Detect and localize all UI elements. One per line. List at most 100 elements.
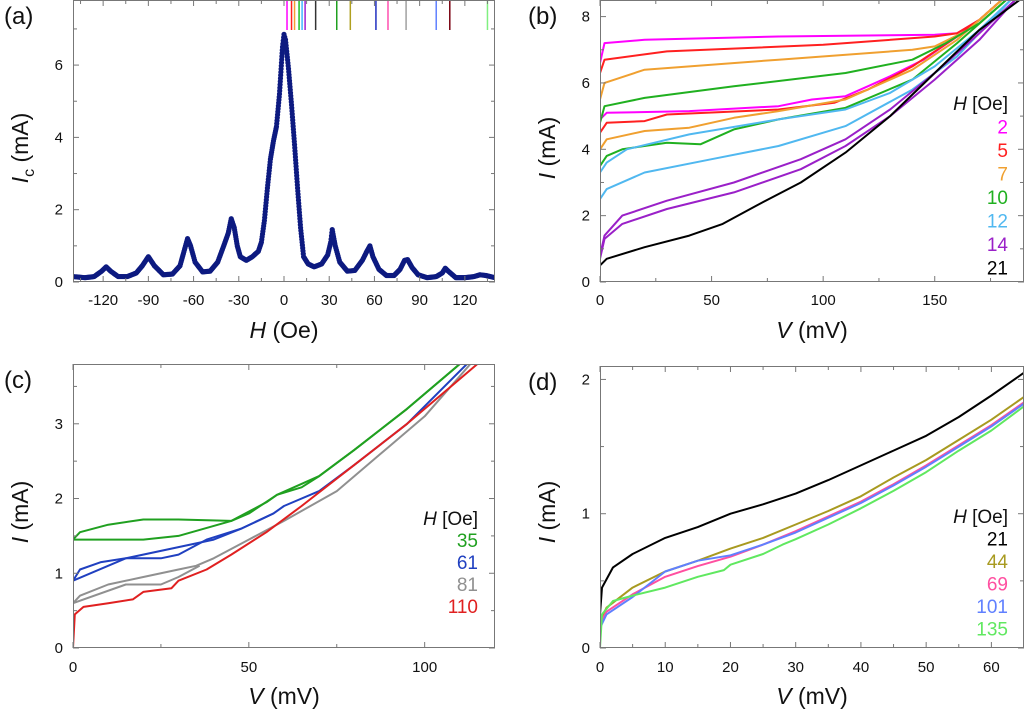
x-tick-label: 40 [853,659,870,676]
legend-entry: 21 [987,530,1008,551]
legend-entry: 10 [987,188,1008,209]
legend-entry: 21 [987,259,1008,280]
legend-entry: 135 [976,620,1008,641]
x-tick-label: 150 [922,292,947,309]
y-tick-label: 1 [582,506,590,523]
x-tick-label: -60 [183,292,205,309]
series-line-35 [73,364,461,541]
series-line-12 [600,0,1012,174]
panel-label-c: (c) [4,367,32,394]
y-tick-label: 0 [55,274,63,291]
y-tick-label: 2 [55,491,63,508]
series-line-135 [600,405,1024,648]
x-tick-label: 0 [596,292,604,309]
legend-entry: 81 [457,575,478,596]
legend-title: H [Oe] [953,507,1008,528]
y-tick-label: 2 [55,202,63,219]
legend-entry: 69 [987,575,1008,596]
series-line-7 [600,0,1003,150]
legend-title: H [Oe] [423,509,478,530]
x-tick-label: 0 [69,659,77,676]
x-tick-label: 50 [918,659,935,676]
y-axis-label: I (mA) [534,117,560,180]
series-line-61 [73,512,274,582]
x-tick-label: 50 [240,659,257,676]
panel-label-d: (d) [528,369,557,396]
panel-a-axes: -120 -90 -60 -30 0 30 60 90 120 0 2 4 6 H (Oe) Ic (mA) [7,0,495,343]
y-tick-label: 6 [55,57,63,74]
x-tick-label: 0 [280,292,288,309]
y-tick-label: 3 [55,416,63,433]
x-tick-label: 90 [411,292,428,309]
panel-d: (d) 0 10 20 30 40 50 60 0 1 2 V (mV) I (mA) H [Oe]21… [528,366,1024,709]
series-line-110 [73,364,479,648]
series-line-35 [73,364,461,541]
legend-title: H [Oe] [953,94,1008,115]
series-line-21 [600,0,1022,267]
legend-entry: 35 [457,531,478,552]
legend-entry: 101 [976,597,1008,618]
y-tick-label: 0 [582,640,590,657]
series-line-44 [600,396,1024,622]
x-axis-label: H (Oe) [249,317,318,343]
y-tick-label: 8 [582,9,590,26]
x-tick-label: 50 [703,292,720,309]
y-tick-label: 6 [582,75,590,92]
x-tick-label: 30 [321,292,338,309]
y-tick-label: 0 [582,274,590,291]
panel-c: (c) 0 50 100 0 1 2 3 V (mV) I (mA) H [Oe]35618111… [4,364,495,709]
legend-entry: 12 [987,212,1008,233]
series-line-10 [600,0,1007,124]
legend-entry: 44 [987,552,1009,573]
x-tick-label: 100 [412,659,437,676]
x-axis-label: V (mV) [776,683,848,709]
x-tick-label: 60 [366,292,383,309]
series-line-81 [73,564,201,605]
data-point [491,274,495,281]
panel-c-marks [73,364,479,648]
panel-a: (a) -120 -90 -60 -30 0 30 60 90 120 0 2 4 6 H (Oe) Ic … [4,0,495,343]
y-tick-label: 4 [582,141,590,158]
panel-b-marks [600,0,1022,267]
plot-frame [73,364,495,648]
x-tick-label: -30 [228,292,250,309]
x-tick-label: -120 [88,292,118,309]
x-tick-label: 60 [983,659,1000,676]
y-tick-label: 1 [55,565,63,582]
series-line-14 [600,0,1016,260]
panel-a-marks [73,0,495,281]
panel-d-marks [600,371,1024,648]
panel-label-b: (b) [528,3,557,30]
y-axis-label: I (mA) [7,481,33,544]
y-tick-label: 4 [55,129,63,146]
y-axis-label: Ic (mA) [7,113,38,184]
x-axis-label: V (mV) [776,317,848,343]
x-tick-label: 120 [452,292,477,309]
x-tick-label: 0 [596,659,604,676]
legend-entry: 14 [987,235,1009,256]
series-line-2 [600,0,1003,64]
series-line-21 [600,371,1024,615]
x-tick-label: 100 [811,292,836,309]
legend-entry: 110 [448,597,478,618]
x-tick-label: 10 [657,659,674,676]
x-tick-label: 20 [722,659,739,676]
x-tick-label: -90 [138,292,160,309]
legend-entry: 5 [997,141,1008,162]
legend-entry: 2 [997,118,1008,139]
x-axis-label: V (mV) [248,683,320,709]
x-tick-label: 30 [787,659,804,676]
y-tick-label: 0 [55,640,63,657]
panel-d-axes: 0 10 20 30 40 50 60 0 1 2 V (mV) I (mA) H [Oe]214469… [534,366,1024,709]
series-line-101 [600,402,1024,629]
legend-entry: 7 [997,165,1008,186]
legend-entry: 61 [457,553,478,574]
panel-label-a: (a) [4,3,33,30]
y-tick-label: 2 [582,208,590,225]
y-tick-label: 2 [582,371,590,388]
series-line-10 [600,0,1007,167]
